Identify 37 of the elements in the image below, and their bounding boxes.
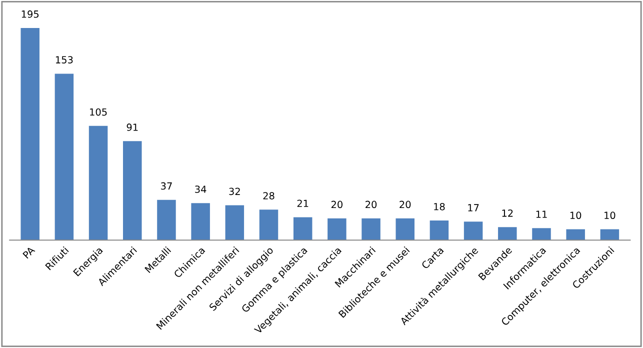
bar xyxy=(430,220,449,240)
bar xyxy=(259,210,278,240)
data-label: 17 xyxy=(468,204,479,212)
data-label: 195 xyxy=(22,10,39,18)
bar xyxy=(157,200,176,240)
data-label: 12 xyxy=(502,209,513,217)
bar xyxy=(191,203,210,240)
bar xyxy=(396,218,414,240)
bar xyxy=(464,222,483,240)
bar xyxy=(566,229,585,240)
data-label: 20 xyxy=(366,200,377,208)
data-label: 28 xyxy=(263,192,274,200)
data-label: 32 xyxy=(229,188,240,196)
bar xyxy=(600,229,620,240)
bar xyxy=(293,217,312,240)
data-label: 11 xyxy=(536,210,547,218)
bar xyxy=(532,228,551,240)
bar xyxy=(54,74,74,240)
bar xyxy=(20,28,40,240)
data-label: 10 xyxy=(570,212,582,220)
bar xyxy=(225,205,244,240)
data-label: 10 xyxy=(604,212,616,220)
bar xyxy=(328,218,346,240)
bar xyxy=(123,141,142,240)
x-tick-label: PA xyxy=(22,246,36,259)
data-label: 105 xyxy=(90,108,107,116)
data-label: 21 xyxy=(297,200,308,207)
data-label: 20 xyxy=(400,200,411,208)
data-label: 20 xyxy=(331,200,342,208)
data-label: 37 xyxy=(161,182,172,190)
data-label: 153 xyxy=(56,56,73,64)
bar xyxy=(88,126,108,240)
data-label: 18 xyxy=(434,202,445,210)
bar xyxy=(498,227,517,240)
data-label: 91 xyxy=(126,124,138,131)
data-label: 34 xyxy=(195,186,206,193)
bar xyxy=(362,218,380,240)
